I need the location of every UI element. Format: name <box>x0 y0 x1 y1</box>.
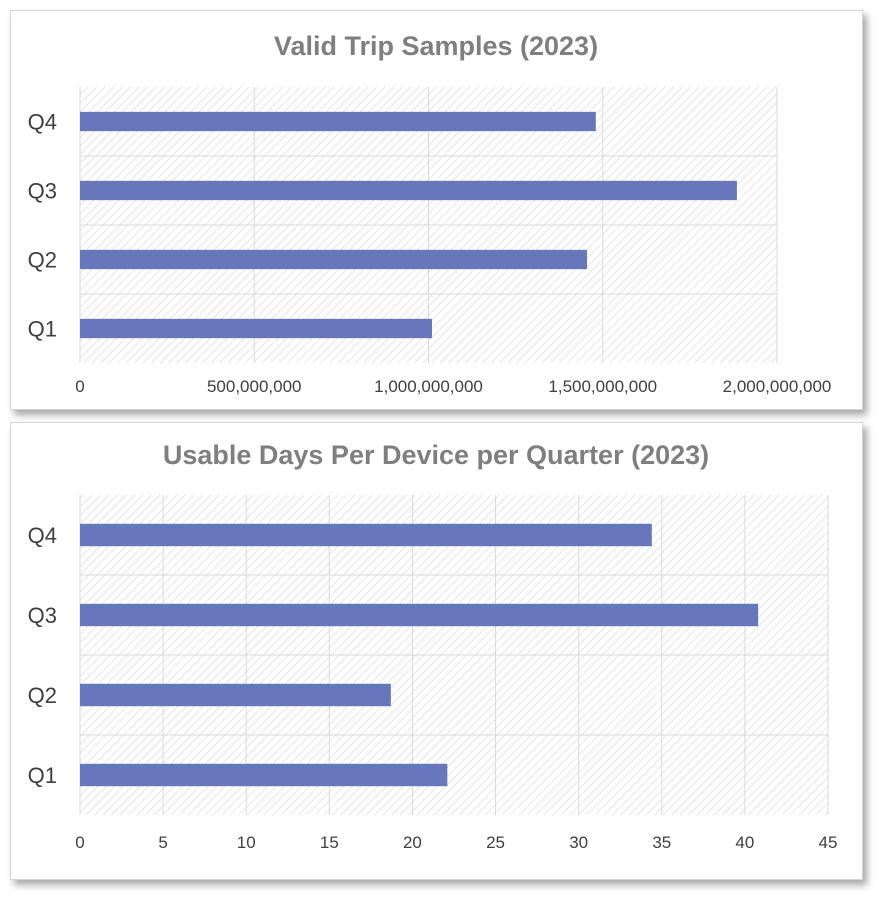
category-label: Q2 <box>28 248 57 273</box>
chart-title: Valid Trip Samples (2023) <box>274 31 598 61</box>
bar-q4 <box>80 523 652 547</box>
bar-q3 <box>80 603 759 627</box>
chart-panel-usable-days: Usable Days Per Device per Quarter (2023… <box>10 422 863 880</box>
category-label: Q1 <box>28 763 57 788</box>
category-label: Q2 <box>28 683 57 708</box>
x-tick-label: 10 <box>237 833 256 852</box>
x-tick-label: 2,000,000,000 <box>723 377 832 396</box>
x-tick-label: 45 <box>819 833 838 852</box>
bar-q4 <box>80 111 596 132</box>
x-tick-label: 5 <box>158 833 167 852</box>
usable-days-chart: Usable Days Per Device per Quarter (2023… <box>28 440 838 852</box>
bar-q1 <box>80 318 432 339</box>
x-tick-label: 15 <box>320 833 339 852</box>
x-tick-label: 20 <box>403 833 422 852</box>
x-tick-label: 1,000,000,000 <box>374 377 483 396</box>
x-tick-label: 35 <box>652 833 671 852</box>
x-tick-label: 1,500,000,000 <box>548 377 657 396</box>
x-tick-label: 30 <box>569 833 588 852</box>
plot-area: Q1 Q2 Q3 Q4 0 5 10 15 20 25 30 35 40 45 <box>28 495 838 852</box>
x-tick-label: 25 <box>486 833 505 852</box>
chart-panel-valid-trip-samples: Valid Trip Samples (2023) Q1 Q2 Q3 Q4 0 500,0… <box>10 10 863 410</box>
chart-title: Usable Days Per Device per Quarter (2023… <box>163 440 709 470</box>
bar-q3 <box>80 180 737 201</box>
bar-q2 <box>80 249 588 270</box>
plot-area: Q1 Q2 Q3 Q4 0 500,000,000 1,000,000,000 1,500,0… <box>28 87 832 396</box>
category-label: Q4 <box>28 110 57 135</box>
x-tick-label: 0 <box>75 377 84 396</box>
category-label: Q1 <box>28 317 57 342</box>
valid-trip-samples-chart: Valid Trip Samples (2023) Q1 Q2 Q3 Q4 0 500,0… <box>28 31 832 396</box>
x-tick-label: 40 <box>735 833 754 852</box>
x-tick-label: 500,000,000 <box>207 377 302 396</box>
bar-q1 <box>80 763 448 787</box>
category-label: Q4 <box>28 523 57 548</box>
category-label: Q3 <box>28 179 57 204</box>
bar-q2 <box>80 683 391 707</box>
x-tick-label: 0 <box>75 833 84 852</box>
category-label: Q3 <box>28 603 57 628</box>
